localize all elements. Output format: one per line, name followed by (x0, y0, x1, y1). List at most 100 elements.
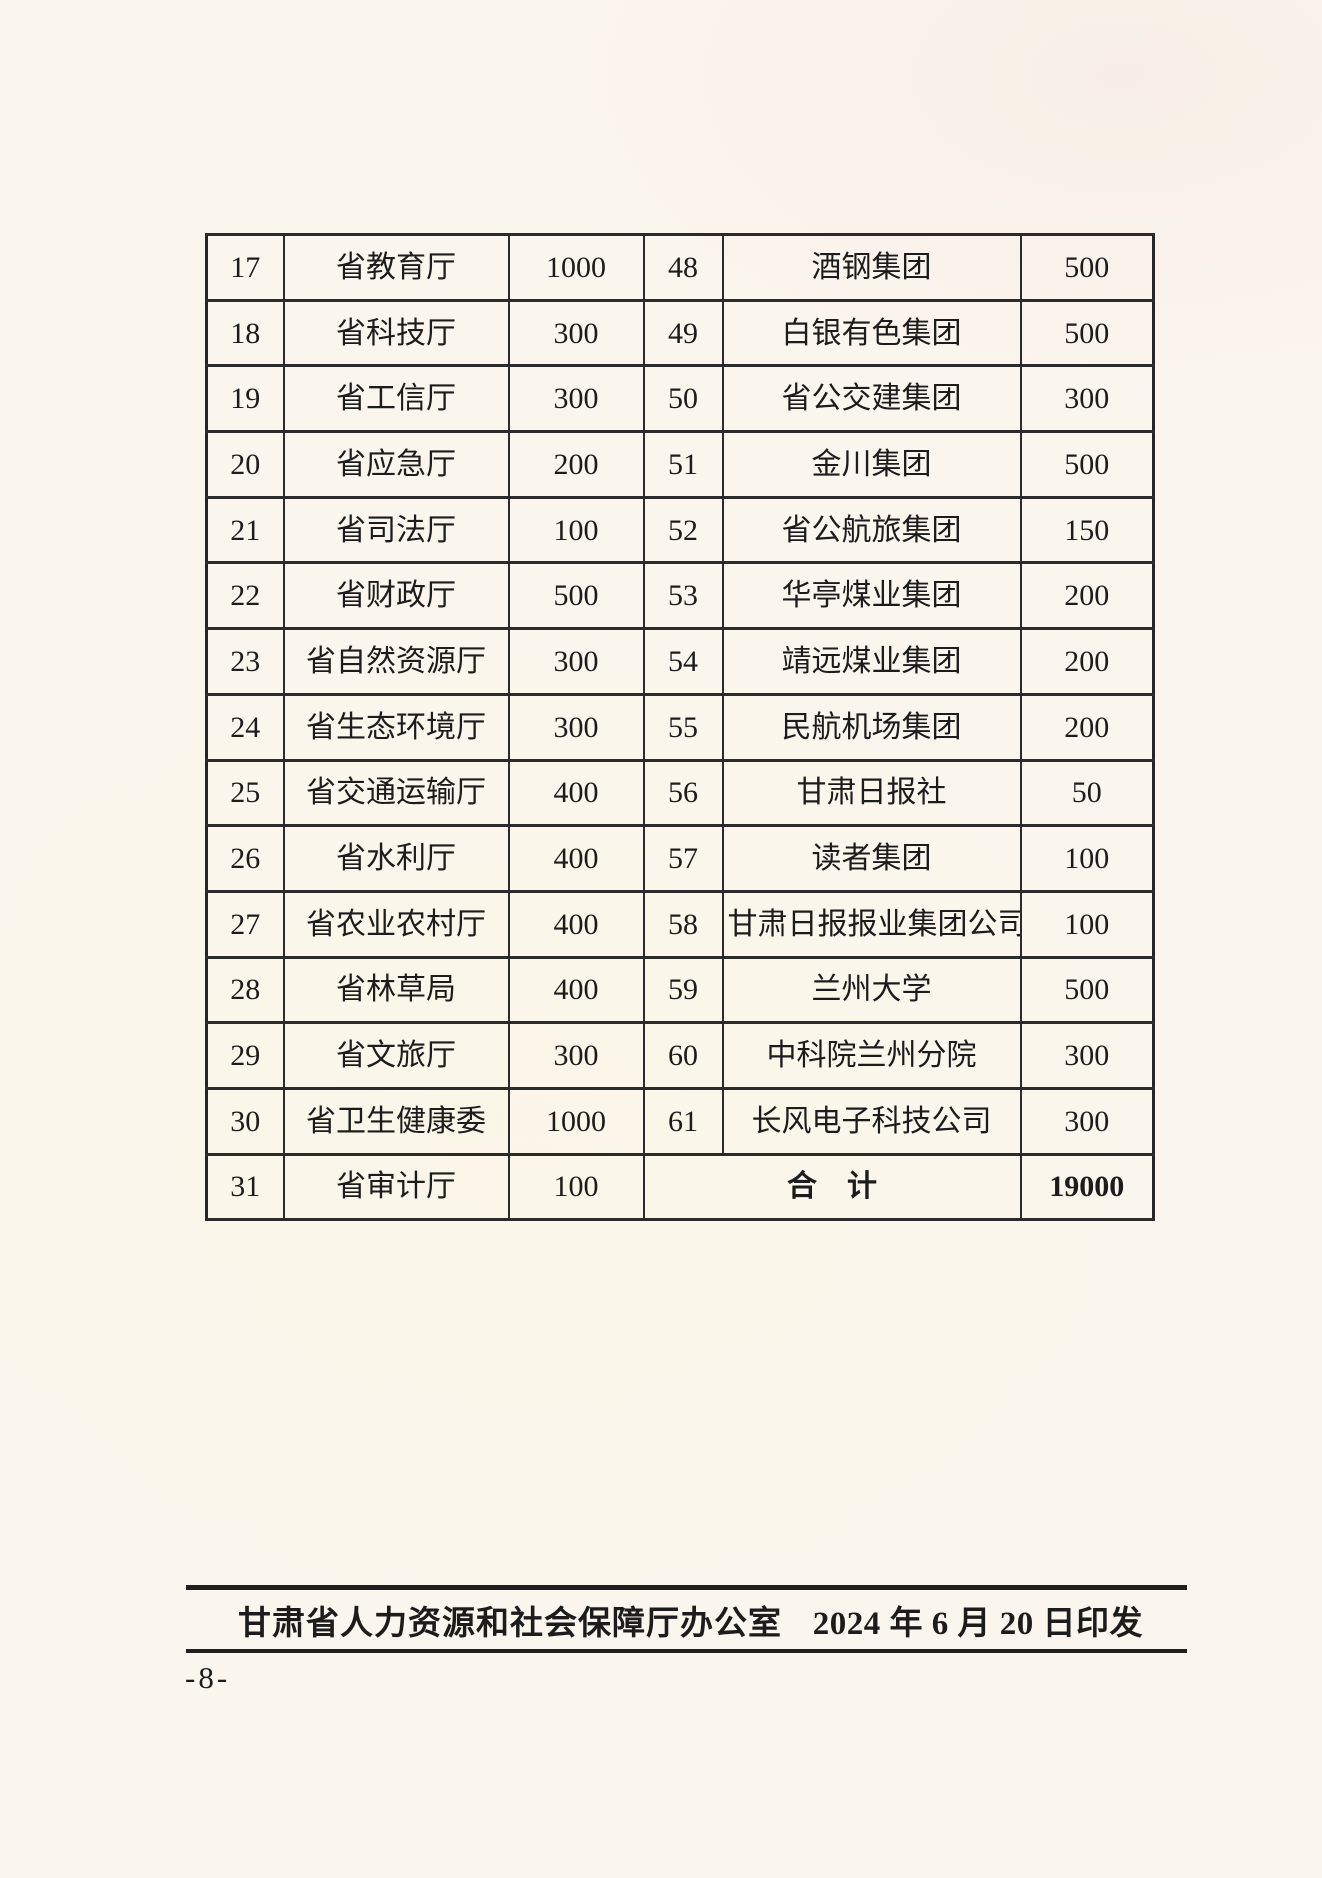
left-value: 1000 (507, 233, 645, 302)
right-value: 50 (1019, 758, 1155, 828)
footer-bottom-rule (186, 1649, 1187, 1653)
issue-date: 2024 年 6 月 20 日印发 (812, 1606, 1143, 1642)
right-value: 500 (1019, 298, 1155, 368)
right-name: 省公交建集团 (721, 364, 1022, 434)
right-value: 500 (1019, 955, 1155, 1025)
right-name: 酒钢集团 (721, 233, 1022, 302)
left-value: 100 (507, 1152, 645, 1222)
right-value: 500 (1019, 233, 1155, 302)
right-index: 54 (642, 627, 724, 696)
left-value: 400 (507, 889, 645, 959)
left-index: 30 (205, 1086, 285, 1156)
right-index: 56 (642, 758, 724, 828)
left-name: 省科技厅 (282, 298, 510, 368)
total-value: 19000 (1019, 1152, 1155, 1222)
left-value: 300 (507, 692, 645, 762)
right-index: 57 (642, 824, 724, 893)
table-row: 26 省水利厅 400 57 读者集团 100 (205, 824, 1155, 893)
left-value: 300 (507, 627, 645, 696)
left-index: 20 (205, 430, 285, 499)
right-name: 白银有色集团 (721, 298, 1022, 368)
right-index: 55 (642, 692, 724, 762)
left-index: 17 (205, 233, 285, 302)
left-value: 400 (507, 824, 645, 893)
right-value: 200 (1019, 692, 1155, 762)
table-row: 22 省财政厅 500 53 华亭煤业集团 200 (205, 561, 1155, 631)
issuing-office: 甘肃省人力资源和社会保障厅办公室 (238, 1606, 782, 1642)
left-name: 省应急厅 (282, 430, 510, 499)
left-index: 23 (205, 627, 285, 696)
left-name: 省教育厅 (282, 233, 510, 302)
table-row: 17 省教育厅 1000 48 酒钢集团 500 (205, 233, 1155, 302)
right-value: 500 (1019, 430, 1155, 499)
table-row: 20 省应急厅 200 51 金川集团 500 (205, 430, 1155, 499)
right-value: 200 (1019, 561, 1155, 631)
left-name: 省自然资源厅 (282, 627, 510, 696)
right-name: 读者集团 (721, 824, 1022, 893)
left-index: 31 (205, 1152, 285, 1222)
footer-top-rule (186, 1585, 1187, 1590)
right-value: 300 (1019, 364, 1155, 434)
allocation-table: 17 省教育厅 1000 48 酒钢集团 500 18 省科技厅 300 49 … (205, 233, 1155, 1222)
right-index: 53 (642, 561, 724, 631)
left-index: 28 (205, 955, 285, 1025)
left-index: 24 (205, 692, 285, 762)
right-index: 52 (642, 495, 724, 565)
left-name: 省司法厅 (282, 495, 510, 565)
left-index: 19 (205, 364, 285, 434)
left-name: 省林草局 (282, 955, 510, 1025)
left-value: 100 (507, 495, 645, 565)
right-name: 甘肃日报报业集团公司 (721, 889, 1022, 959)
page-number: -8- (185, 1660, 231, 1695)
left-index: 29 (205, 1021, 285, 1090)
left-name: 省交通运输厅 (282, 758, 510, 828)
right-index: 60 (642, 1021, 724, 1090)
right-name: 靖远煤业集团 (721, 627, 1022, 696)
left-value: 1000 (507, 1086, 645, 1156)
left-name: 省财政厅 (282, 561, 510, 631)
left-value: 400 (507, 758, 645, 828)
table-row: 21 省司法厅 100 52 省公航旅集团 150 (205, 495, 1155, 565)
left-index: 21 (205, 495, 285, 565)
left-index: 18 (205, 298, 285, 368)
right-name: 金川集团 (721, 430, 1022, 499)
left-index: 27 (205, 889, 285, 959)
table-row: 23 省自然资源厅 300 54 靖远煤业集团 200 (205, 627, 1155, 696)
right-name: 华亭煤业集团 (721, 561, 1022, 631)
left-name: 省水利厅 (282, 824, 510, 893)
left-name: 省农业农村厅 (282, 889, 510, 959)
table-row: 29 省文旅厅 300 60 中科院兰州分院 300 (205, 1021, 1155, 1090)
left-index: 25 (205, 758, 285, 828)
right-value: 200 (1019, 627, 1155, 696)
table-footer-body: 31 省审计厅 100 合 计 19000 (205, 1152, 1155, 1222)
left-index: 22 (205, 561, 285, 631)
right-name: 甘肃日报社 (721, 758, 1022, 828)
right-index: 59 (642, 955, 724, 1025)
left-value: 200 (507, 430, 645, 499)
left-name: 省文旅厅 (282, 1021, 510, 1090)
left-name: 省卫生健康委 (282, 1086, 510, 1156)
left-value: 300 (507, 364, 645, 434)
left-name: 省审计厅 (282, 1152, 510, 1222)
right-index: 61 (642, 1086, 724, 1156)
right-index: 51 (642, 430, 724, 499)
footer-line: 甘肃省人力资源和社会保障厅办公室 2024 年 6 月 20 日印发 (186, 1592, 1187, 1648)
table-total-row: 31 省审计厅 100 合 计 19000 (205, 1152, 1155, 1222)
right-index: 50 (642, 364, 724, 434)
table-row: 27 省农业农村厅 400 58 甘肃日报报业集团公司 100 (205, 889, 1155, 959)
right-name: 长风电子科技公司 (721, 1086, 1022, 1156)
table-row: 24 省生态环境厅 300 55 民航机场集团 200 (205, 692, 1155, 762)
right-value: 150 (1019, 495, 1155, 565)
right-name: 兰州大学 (721, 955, 1022, 1025)
right-value: 300 (1019, 1086, 1155, 1156)
right-name: 民航机场集团 (721, 692, 1022, 762)
right-index: 58 (642, 889, 724, 959)
right-name: 省公航旅集团 (721, 495, 1022, 565)
table-row: 28 省林草局 400 59 兰州大学 500 (205, 955, 1155, 1025)
table-row: 30 省卫生健康委 1000 61 长风电子科技公司 300 (205, 1086, 1155, 1156)
table-row: 19 省工信厅 300 50 省公交建集团 300 (205, 364, 1155, 434)
total-label: 合 计 (642, 1152, 1022, 1222)
right-value: 100 (1019, 824, 1155, 893)
right-value: 100 (1019, 889, 1155, 959)
